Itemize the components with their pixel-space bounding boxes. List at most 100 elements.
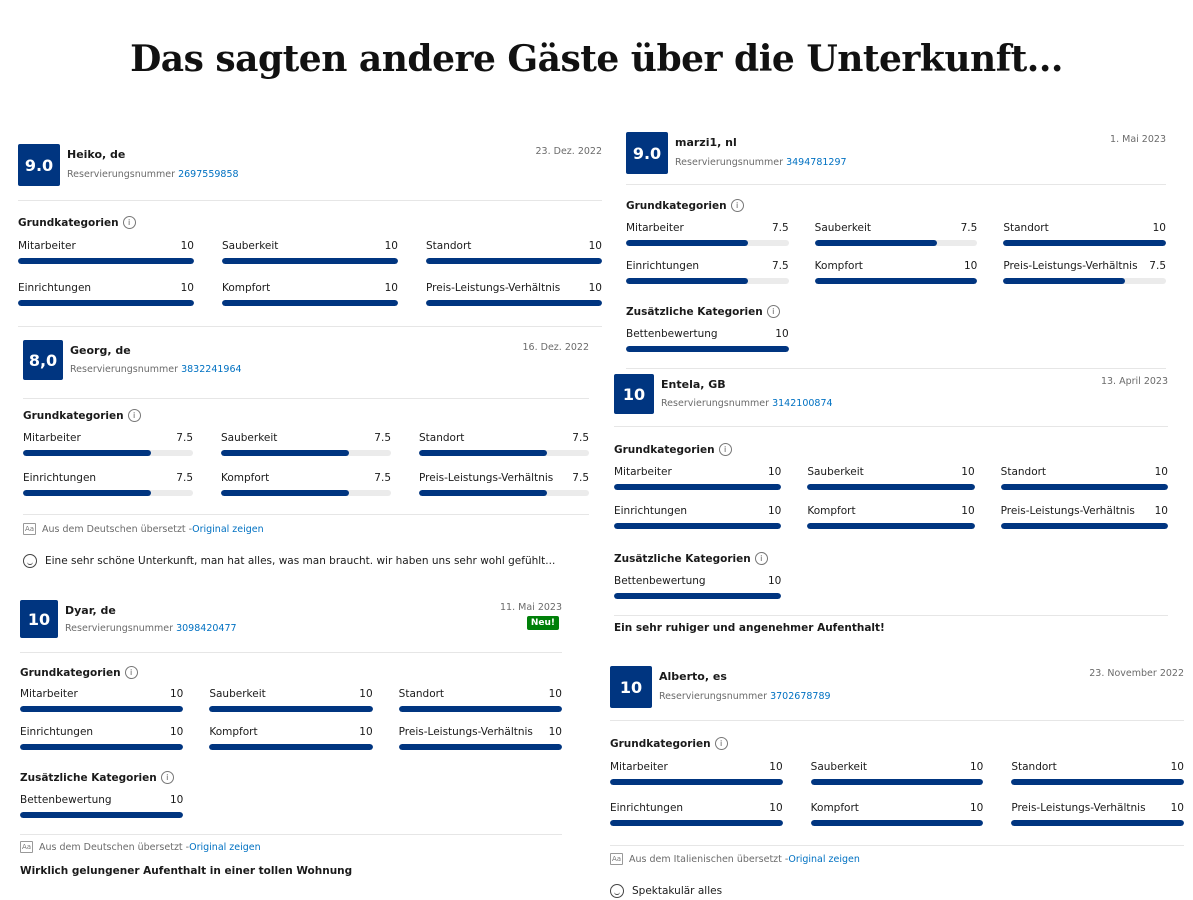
basic-categories-title: Grundkategorien i [614, 443, 732, 456]
category-item: Kompfort 10 [222, 282, 398, 312]
show-original-link[interactable]: Original zeigen [189, 841, 261, 853]
category-score: 10 [969, 802, 984, 814]
category-name: Preis-Leistungs-Verhältnis [1000, 505, 1135, 517]
reservation-number-link[interactable]: 3832241964 [181, 364, 242, 375]
translation-note: Aa Aus dem Deutschen übersetzt - Original… [23, 523, 264, 535]
header-divider [614, 426, 1168, 427]
category-name: Standort [1011, 761, 1057, 773]
header-divider [18, 200, 602, 201]
translation-text: Aus dem Deutschen übersetzt - [42, 523, 193, 535]
score-bar-fill [610, 779, 783, 785]
category-item: Sauberkeit 7.5 [814, 222, 978, 252]
reservation-number-link[interactable]: 3098420477 [176, 623, 237, 634]
category-score: 7.5 [374, 432, 391, 444]
score-bar [610, 779, 783, 785]
score-bar [807, 484, 975, 490]
score-bar [209, 706, 373, 712]
category-name: Mitarbeiter [20, 688, 78, 700]
new-badge: Neu! [526, 616, 559, 630]
reservation-number-link[interactable]: 2697559858 [178, 169, 239, 180]
score-bar-fill [814, 278, 978, 284]
info-icon[interactable]: i [718, 443, 732, 456]
score-bar [626, 346, 789, 352]
score-badge: 8,0 [23, 340, 63, 380]
category-score: 10 [961, 466, 975, 478]
score-bar-fill [1003, 278, 1126, 284]
score-bar [810, 779, 984, 785]
review-comment-text: Spektakulär alles [632, 885, 723, 897]
category-item: Einrichtungen 7.5 [626, 260, 789, 290]
reservation-number-link[interactable]: 3494781297 [786, 157, 847, 168]
info-icon[interactable]: i [160, 771, 174, 784]
show-original-link[interactable]: Original zeigen [788, 853, 860, 865]
score-bar [626, 240, 789, 246]
score-bar-fill [398, 744, 562, 750]
category-name: Standort [426, 240, 472, 252]
category-score: 10 [588, 282, 602, 294]
category-item: Preis-Leistungs-Verhältnis 7.5 [419, 472, 589, 502]
category-name: Bettenbewertung [20, 794, 112, 806]
score-bar-fill [20, 744, 184, 750]
info-icon[interactable]: i [730, 199, 744, 212]
reservation-number-link[interactable]: 3142100874 [772, 398, 833, 409]
smiley-icon [610, 884, 624, 898]
reservation-label: Reservierungsnummer [659, 691, 768, 702]
score-bar-fill [426, 300, 602, 306]
score-badge: 9.0 [626, 132, 668, 174]
category-score: 10 [169, 688, 184, 700]
category-name: Mitarbeiter [610, 761, 668, 773]
guest-name: Entela, GB [661, 378, 726, 391]
score-bar-fill [810, 820, 984, 826]
category-item: Kompfort 7.5 [221, 472, 391, 502]
category-name: Mitarbeiter [23, 432, 81, 444]
review-date: 23. Dez. 2022 [535, 146, 603, 157]
section-divider [18, 326, 602, 327]
reservation-number-link[interactable]: 3702678789 [770, 691, 831, 702]
review-comment-text: Wirklich gelungener Aufenthalt in einer … [20, 865, 353, 877]
reservation-label: Reservierungsnummer [661, 398, 770, 409]
reservation-number: Reservierungsnummer 3142100874 [661, 398, 833, 409]
category-name: Standort [419, 432, 465, 444]
score-bar-fill [614, 484, 782, 490]
category-item: Bettenbewertung 10 [20, 794, 184, 824]
info-icon[interactable]: i [122, 216, 136, 229]
category-score: 10 [767, 575, 782, 587]
score-bar-fill [626, 346, 789, 352]
info-icon[interactable]: i [127, 409, 141, 422]
category-name: Einrichtungen [20, 726, 94, 738]
score-bar-fill [222, 258, 398, 264]
smiley-icon [23, 554, 37, 568]
score-bar-fill [18, 258, 194, 264]
category-score: 10 [961, 505, 975, 517]
score-bar-fill [626, 278, 748, 284]
info-icon[interactable]: i [124, 666, 138, 679]
category-name: Preis-Leistungs-Verhältnis [1003, 260, 1138, 272]
score-bar [1000, 523, 1168, 529]
category-score: 10 [769, 802, 783, 814]
score-bar-fill [426, 258, 602, 264]
category-name: Einrichtungen [614, 505, 688, 517]
category-score: 10 [169, 794, 184, 806]
info-icon[interactable]: i [766, 305, 780, 318]
score-bar [20, 812, 184, 818]
category-name: Kompfort [209, 726, 258, 738]
info-icon[interactable]: i [754, 552, 768, 565]
category-item: Mitarbeiter 7.5 [23, 432, 193, 462]
category-name: Sauberkeit [814, 222, 872, 234]
category-item: Kompfort 10 [209, 726, 373, 756]
category-name: Mitarbeiter [626, 222, 684, 234]
reservation-number: Reservierungsnummer 3832241964 [70, 364, 242, 375]
category-score: 10 [180, 282, 194, 294]
category-grid: Mitarbeiter 10 Sauberkeit 10 Standort 10 Einri… [18, 240, 602, 312]
category-score: 7.5 [176, 432, 193, 444]
show-original-link[interactable]: Original zeigen [192, 523, 264, 535]
category-item: Mitarbeiter 10 [614, 466, 782, 496]
category-score: 10 [180, 240, 194, 252]
category-item: Standort 10 [398, 688, 562, 718]
score-bar-fill [610, 820, 783, 826]
info-icon[interactable]: i [714, 737, 728, 750]
score-bar-fill [807, 484, 975, 490]
category-item: Kompfort 10 [810, 802, 984, 832]
category-name: Standort [398, 688, 445, 700]
reservation-label: Reservierungsnummer [675, 157, 784, 168]
